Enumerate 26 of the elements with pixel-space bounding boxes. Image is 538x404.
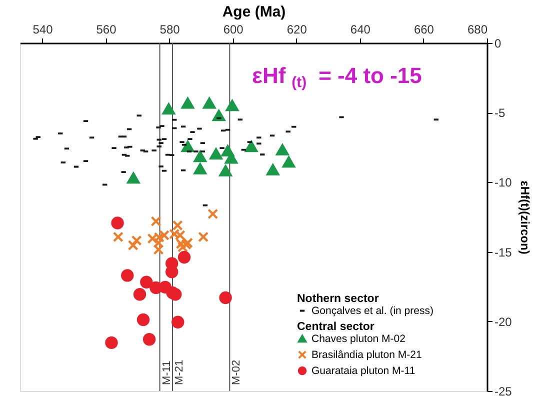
legend-label: Chaves pluton M-02 (312, 332, 406, 345)
legend-label: Brasilândia pluton M-21 (312, 348, 422, 361)
x-tick-label: 560 (96, 22, 117, 36)
x-tick-label: 580 (160, 22, 180, 36)
x-tick-label: 660 (414, 22, 434, 36)
y-tick-label: -10 (494, 176, 512, 190)
y-tick-label: -25 (494, 384, 512, 398)
ref-line-label: M-02 (230, 360, 243, 385)
x-tick-label: 600 (223, 22, 244, 36)
text: Nothern sector (297, 293, 379, 305)
x-tick-label: 640 (350, 22, 371, 36)
legend-label: Guarataia pluton M-11 (312, 364, 416, 377)
annotation: εHf(t) = -4 to -15 (252, 63, 422, 91)
x-tick-label: 540 (32, 22, 54, 36)
x-tick-label: 620 (286, 22, 308, 36)
y-tick-label: -15 (494, 245, 512, 260)
ref-line-label: M-11 (160, 360, 173, 385)
ref-line-label: M-21 (173, 360, 186, 385)
x-tick-label: 680 (467, 22, 488, 36)
y-axis-title: εHf(t)(zircon) (518, 180, 532, 254)
legend-label: Gonçalves et al. (in press) (312, 304, 434, 317)
x-axis-title: Age (Ma) (222, 4, 286, 20)
y-tick-label: -5 (494, 106, 506, 120)
text: Central sector (297, 321, 374, 333)
y-tick-label: -20 (494, 314, 512, 329)
y-tick-label: 0 (494, 36, 502, 50)
